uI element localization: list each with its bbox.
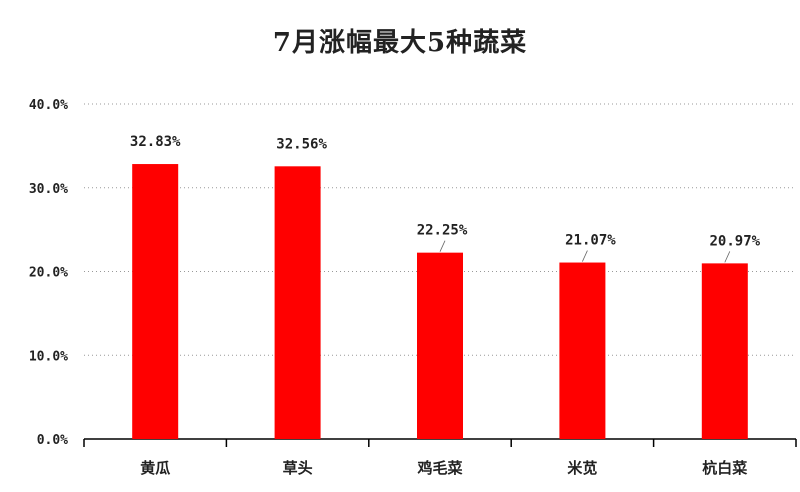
y-tick-label: 20.0% [29,266,68,281]
x-category-label: 米苋 [567,459,597,477]
data-label: 32.83% [130,134,181,150]
y-tick-label: 40.0% [29,98,68,113]
x-category-label: 草头 [283,459,313,477]
data-label: 22.25% [417,223,468,239]
x-category-label: 黄瓜 [140,459,170,477]
label-leader-line [582,250,588,262]
bar [559,262,606,439]
bar [417,252,463,439]
bar [132,164,179,439]
y-tick-label: 30.0% [29,182,68,197]
y-tick-label: 10.0% [29,349,68,364]
chart-title: 7月涨幅最大5种蔬菜 [272,28,528,58]
data-label: 20.97% [710,233,761,249]
data-label: 21.07% [565,233,616,249]
x-category-label: 杭白菜 [702,459,747,477]
bar [274,166,321,439]
data-label: 32.56% [276,136,327,152]
bar [701,263,748,439]
y-tick-label: 0.0% [37,433,68,448]
label-leader-line [439,240,446,252]
label-leader-line [724,251,731,263]
x-category-label: 鸡毛菜 [416,459,462,477]
